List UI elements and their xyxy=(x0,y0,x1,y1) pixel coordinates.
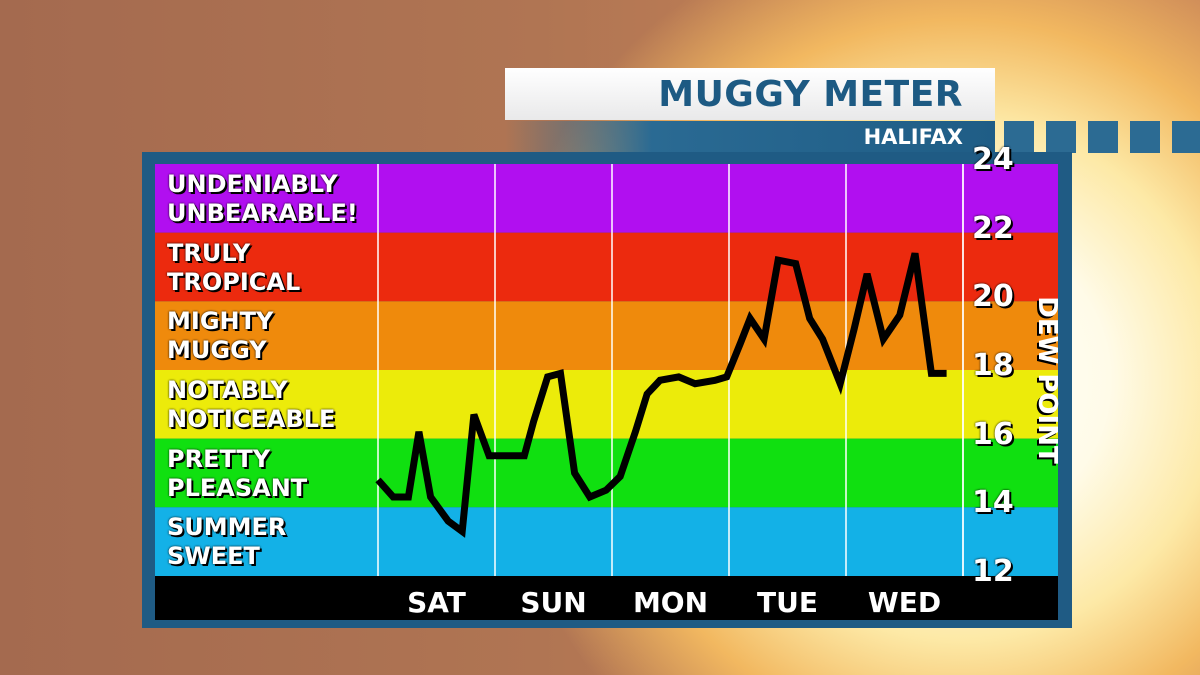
title-panel: MUGGY METER xyxy=(505,68,995,120)
band-label-line: PRETTY xyxy=(167,444,271,473)
band-label-line: SWEET xyxy=(167,542,260,571)
band-label-line: TRULY xyxy=(167,238,251,267)
y-tick-label: 24 xyxy=(972,142,1014,177)
y-tick-label: 12 xyxy=(972,554,1014,589)
subtitle-bar: HALIFAX xyxy=(505,121,995,153)
band-label-line: PLEASANT xyxy=(167,473,308,502)
x-tick-label: SUN xyxy=(520,586,587,619)
band-4 xyxy=(155,438,1058,508)
y-tick-label: 20 xyxy=(972,279,1014,315)
location-label: HALIFAX xyxy=(863,125,963,149)
band-5 xyxy=(155,507,1058,576)
decor-square xyxy=(1130,121,1160,153)
band-label: MIGHTY MUGGY xyxy=(167,307,273,365)
y-tick-label: 16 xyxy=(972,416,1014,452)
band-label: PRETTY PLEASANT xyxy=(167,445,307,503)
band-label-line: UNDENIABLY xyxy=(167,170,338,198)
band-label-line: TROPICAL xyxy=(167,267,301,296)
band-label: SUMMER SWEET xyxy=(167,513,286,571)
y-axis-label: DEW POINT xyxy=(1032,296,1062,464)
x-tick-label: SAT xyxy=(407,586,466,619)
x-tick-label: MON xyxy=(632,586,709,619)
band-label: TRULY TROPICAL xyxy=(167,239,300,297)
y-tick-label: 14 xyxy=(972,485,1014,521)
dew-point-line xyxy=(375,252,947,538)
band-label-line: MIGHTY xyxy=(167,307,274,336)
band-3 xyxy=(155,370,1058,439)
band-label-line: SUMMER xyxy=(167,513,287,542)
decor-square xyxy=(1046,121,1076,153)
band-label: NOTABLY NOTICEABLE xyxy=(167,376,335,434)
y-tick-label: 18 xyxy=(972,348,1014,383)
band-label-line: MUGGY xyxy=(167,336,267,365)
x-axis-bar xyxy=(155,576,1058,620)
y-tick-label: 22 xyxy=(972,210,1014,246)
decor-square xyxy=(1004,121,1034,153)
band-label-line: NOTABLY xyxy=(167,376,288,404)
band-0 xyxy=(155,164,1058,233)
decor-square xyxy=(1088,121,1118,153)
decor-square xyxy=(1172,121,1200,153)
band-label: UNDENIABLY UNBEARABLE! xyxy=(167,170,358,228)
x-tick-label: TUE xyxy=(757,586,818,619)
band-label-line: NOTICEABLE xyxy=(167,405,336,433)
band-label-line: UNBEARABLE! xyxy=(167,199,358,227)
band-2 xyxy=(155,301,1058,370)
x-tick-label: WED xyxy=(867,586,942,619)
chart-title: MUGGY METER xyxy=(658,73,963,115)
